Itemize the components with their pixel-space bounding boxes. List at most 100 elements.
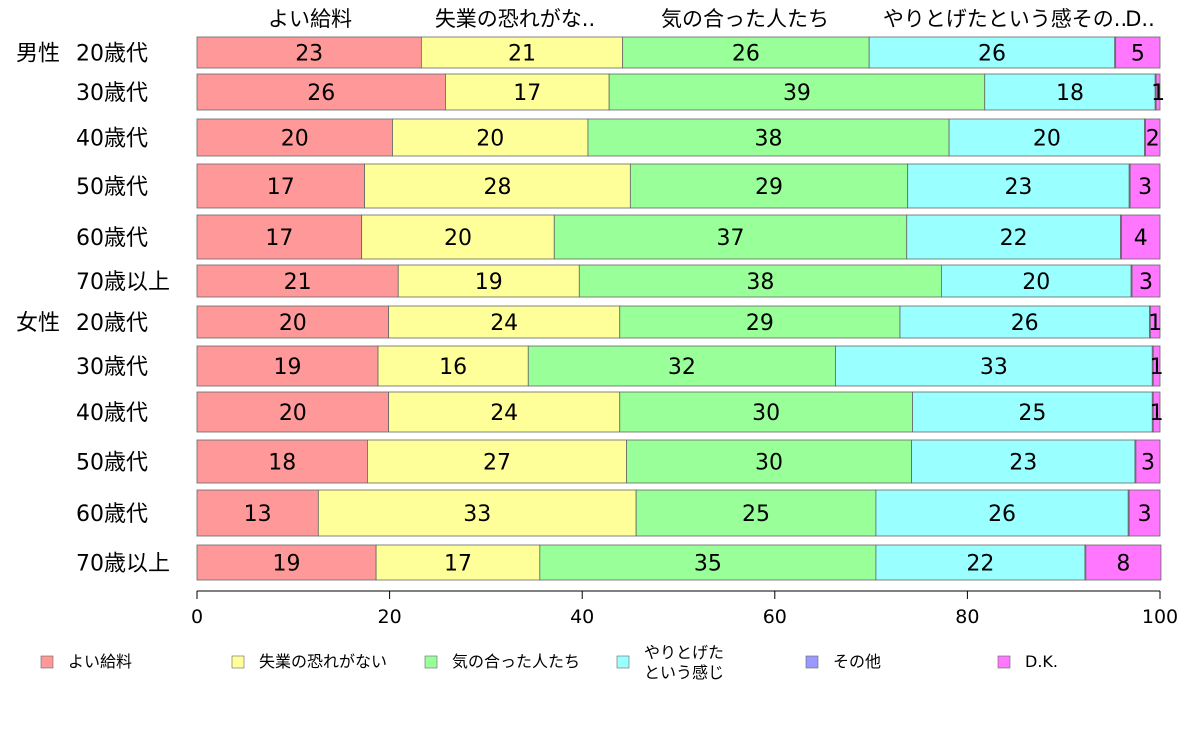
bar-segment xyxy=(196,489,319,537)
data-label: 1 xyxy=(1150,401,1164,426)
data-label: 25 xyxy=(1018,401,1046,426)
bar-segment xyxy=(527,345,836,387)
data-label: 18 xyxy=(268,451,296,476)
data-label: 38 xyxy=(755,127,783,152)
bar-segment xyxy=(392,118,589,157)
data-label: 27 xyxy=(483,451,511,476)
bar-segment xyxy=(1115,36,1161,69)
data-label: 4 xyxy=(1134,226,1148,251)
data-label: 19 xyxy=(273,552,301,577)
data-label: 33 xyxy=(980,355,1008,380)
data-label: 26 xyxy=(978,42,1006,67)
data-label: 1 xyxy=(1150,355,1164,380)
data-label: 20 xyxy=(279,401,307,426)
bar-segment xyxy=(619,305,901,339)
data-label: 2 xyxy=(1146,127,1160,152)
bar-segment xyxy=(196,391,390,433)
bar-segment xyxy=(388,305,621,339)
bar-segment xyxy=(361,214,555,260)
bars: 23 21 26 26 526 17 39 18 120 20 38 20 217 28 29 23 317 20… xyxy=(196,36,1165,581)
legend-item: 失業の恐れがない xyxy=(231,652,387,671)
bar-segment xyxy=(539,544,877,581)
data-label: 23 xyxy=(295,42,323,67)
data-label: 16 xyxy=(439,355,467,380)
x-tick-label: 60 xyxy=(763,606,787,628)
bar-segment xyxy=(375,544,541,581)
data-label: 39 xyxy=(783,81,811,106)
legend-label: 失業の恐れがない xyxy=(259,652,387,671)
data-label: 3 xyxy=(1139,270,1153,295)
data-label: 1 xyxy=(1151,81,1165,106)
legend-swatch xyxy=(231,655,245,669)
row-label: 60歳代 xyxy=(76,502,148,527)
top-category-labels: よい給料 失業の恐れがな.. 気の合った人たち やりとげたという感その..D.. xyxy=(268,7,1155,31)
x-tick-label: 100 xyxy=(1142,606,1178,628)
bar-segment xyxy=(899,305,1150,339)
row-label: 70歳以上 xyxy=(76,270,170,295)
data-label: 20 xyxy=(444,226,472,251)
bar-segment xyxy=(1121,214,1161,260)
data-label: 17 xyxy=(444,552,472,577)
row-label: 40歳代 xyxy=(76,401,148,426)
bar-segment xyxy=(1085,544,1162,581)
data-label: 17 xyxy=(267,175,295,200)
bar-segment xyxy=(1129,163,1161,209)
bar-segment xyxy=(420,36,624,69)
data-label: 3 xyxy=(1141,451,1155,476)
top-category-label: やりとげたという感その.. xyxy=(883,7,1127,31)
bar-segment xyxy=(196,163,365,209)
bar-segment xyxy=(911,439,1136,484)
legend: よい給料 失業の恐れがない 気の合った人たち やりとげたという感じ その他 D.K. xyxy=(40,643,1058,682)
data-label: 33 xyxy=(463,502,491,527)
data-label: 26 xyxy=(1011,311,1039,336)
data-label: 20 xyxy=(476,127,504,152)
data-label: 8 xyxy=(1116,552,1130,577)
row-label: 70歳以上 xyxy=(76,552,170,577)
data-label: 20 xyxy=(279,311,307,336)
bar-segment xyxy=(912,391,1153,433)
data-label: 37 xyxy=(717,226,745,251)
data-label: 5 xyxy=(1131,42,1145,67)
legend-swatch xyxy=(424,655,438,669)
legend-item: その他 xyxy=(805,652,881,671)
bar-segment xyxy=(868,36,1116,69)
row-label: 30歳代 xyxy=(76,355,148,380)
data-label: 26 xyxy=(732,42,760,67)
legend-item: 気の合った人たち xyxy=(424,652,580,671)
legend-item: よい給料 xyxy=(40,652,132,671)
data-label: 21 xyxy=(508,42,536,67)
bar-segment xyxy=(317,489,637,537)
bar-segment xyxy=(626,439,912,484)
x-tick-label: 80 xyxy=(955,606,979,628)
x-tick-label: 20 xyxy=(378,606,402,628)
legend-item: D.K. xyxy=(997,652,1058,671)
row-label: 60歳代 xyxy=(76,226,148,251)
bar-segment xyxy=(875,544,1086,581)
data-label: 24 xyxy=(490,311,518,336)
data-label: 18 xyxy=(1056,81,1084,106)
data-label: 20 xyxy=(1033,127,1061,152)
data-label: 28 xyxy=(483,175,511,200)
row-label: 40歳代 xyxy=(76,127,148,152)
data-label: 35 xyxy=(694,552,722,577)
bar-segment xyxy=(578,264,942,298)
bar-segment xyxy=(445,73,610,111)
row-label: 50歳代 xyxy=(76,175,148,200)
bar-segment xyxy=(196,214,363,260)
legend-label: よい給料 xyxy=(68,652,132,671)
bar-segment xyxy=(906,214,1121,260)
data-label: 25 xyxy=(742,502,770,527)
group-label: 女性 xyxy=(16,311,60,336)
bar-segment xyxy=(196,36,422,69)
data-label: 26 xyxy=(988,502,1016,527)
data-label: 29 xyxy=(746,311,774,336)
bar-segment xyxy=(196,264,399,298)
bar-segment xyxy=(875,489,1129,537)
bar-segment xyxy=(907,163,1130,209)
top-category-label: 失業の恐れがな.. xyxy=(435,7,595,31)
row-label: 20歳代 xyxy=(76,311,148,336)
bar-segment xyxy=(196,73,446,111)
bar-segment xyxy=(196,439,368,484)
data-label: 17 xyxy=(265,226,293,251)
